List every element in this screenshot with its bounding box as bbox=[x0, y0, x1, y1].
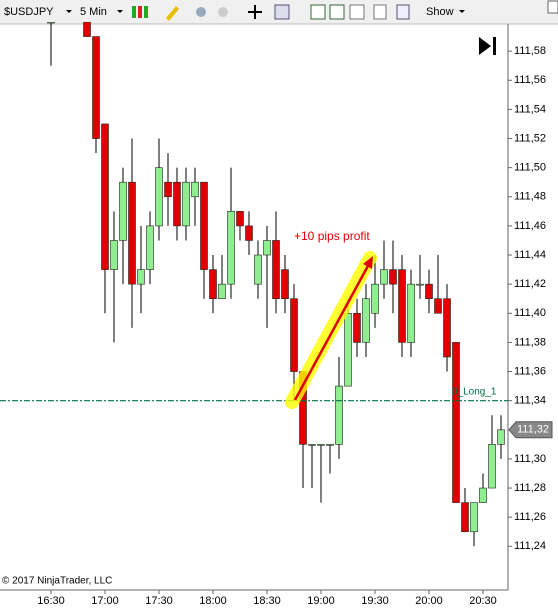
arrow-head bbox=[363, 256, 373, 269]
candle-body bbox=[245, 225, 253, 241]
candle-body bbox=[110, 240, 118, 270]
candle-body bbox=[470, 502, 478, 533]
candle-body bbox=[497, 429, 505, 445]
y-tick-label: 111,54 bbox=[514, 103, 546, 115]
candle-body bbox=[155, 167, 163, 227]
candle-body bbox=[101, 123, 109, 270]
candle-body bbox=[182, 181, 190, 227]
x-tick-label: 18:00 bbox=[199, 595, 227, 607]
y-tick-label: 111,28 bbox=[514, 482, 546, 494]
candle-body bbox=[83, 22, 91, 37]
candle-body bbox=[434, 298, 442, 314]
annotation: +10 pips profit bbox=[294, 229, 370, 243]
y-tick-label: 111,50 bbox=[514, 162, 546, 174]
candle-body bbox=[218, 283, 226, 300]
y-tick-label: 111,36 bbox=[514, 365, 546, 377]
candle-body bbox=[389, 269, 397, 285]
price-marker-label: 111,32 bbox=[517, 424, 549, 436]
candle-body bbox=[92, 36, 100, 139]
y-tick-label: 111,56 bbox=[514, 74, 546, 86]
candle-body bbox=[443, 298, 451, 358]
y-tick-label: 111,58 bbox=[514, 45, 546, 57]
candle-body bbox=[488, 444, 496, 489]
price-marker bbox=[508, 421, 553, 439]
candle-body bbox=[173, 181, 181, 227]
candle-body bbox=[461, 502, 469, 533]
x-tick-label: 20:00 bbox=[415, 595, 443, 607]
toolbar-icons[interactable] bbox=[132, 4, 410, 21]
y-tick-label: 111,26 bbox=[514, 511, 546, 523]
candle-body bbox=[146, 225, 154, 270]
candle-body bbox=[326, 444, 334, 446]
candle-body bbox=[371, 283, 379, 314]
x-tick-label: 18:30 bbox=[253, 595, 281, 607]
copyright: © 2017 NinjaTrader, LLC bbox=[2, 576, 112, 587]
candle-body bbox=[209, 269, 217, 300]
x-tick-label: 19:00 bbox=[307, 595, 335, 607]
y-tick-label: 111,34 bbox=[514, 395, 546, 407]
x-tick-label: 20:30 bbox=[469, 595, 497, 607]
dropdown-arrow bbox=[66, 10, 72, 13]
candle-body bbox=[227, 211, 235, 285]
position-label: 0_Long_1 bbox=[452, 386, 497, 397]
y-tick-label: 111,46 bbox=[514, 220, 546, 232]
dropdown-arrow bbox=[117, 10, 123, 13]
candle-body bbox=[380, 269, 388, 285]
candle-body bbox=[272, 240, 280, 300]
y-tick-label: 111,38 bbox=[514, 336, 546, 348]
x-tick-label: 17:30 bbox=[145, 595, 173, 607]
x-tick-label: 17:00 bbox=[91, 595, 119, 607]
highlight bbox=[285, 251, 377, 409]
x-tick-label: 19:30 bbox=[361, 595, 389, 607]
candle-body bbox=[362, 298, 370, 343]
candle-body bbox=[200, 181, 208, 270]
candle-body bbox=[119, 181, 127, 241]
candle-body bbox=[290, 298, 298, 372]
y-tick-label: 111,40 bbox=[514, 307, 546, 319]
y-tick-label: 111,30 bbox=[514, 453, 546, 465]
y-tick-label: 111,24 bbox=[514, 540, 546, 552]
panel-button[interactable] bbox=[547, 0, 558, 14]
candle-body bbox=[317, 444, 325, 446]
scroll-to-end-button[interactable] bbox=[479, 37, 496, 55]
candle-body bbox=[236, 211, 244, 227]
candle-body bbox=[335, 385, 343, 445]
candle-body bbox=[137, 269, 145, 285]
candle-body bbox=[398, 269, 406, 343]
y-tick-label: 111,52 bbox=[514, 132, 546, 144]
candle-body bbox=[281, 269, 289, 300]
candle-body bbox=[47, 22, 55, 24]
candle-body bbox=[407, 283, 415, 343]
candle-body bbox=[353, 312, 361, 343]
candle-body bbox=[191, 181, 199, 198]
profit-arrow bbox=[293, 263, 371, 401]
candle-body bbox=[479, 487, 487, 503]
candle-body bbox=[452, 342, 460, 503]
candle-body bbox=[128, 181, 136, 285]
overlay: +10 pips profit bbox=[285, 229, 377, 409]
interval-selector[interactable]: 5 Min bbox=[80, 6, 107, 18]
candle-body bbox=[164, 181, 172, 198]
show-menu[interactable]: Show bbox=[426, 6, 454, 18]
candle-body bbox=[425, 283, 433, 300]
dropdown-arrow bbox=[459, 10, 465, 13]
y-tick-label: 111,42 bbox=[514, 278, 546, 290]
y-tick-label: 111,48 bbox=[514, 191, 546, 203]
x-tick-label: 16:30 bbox=[37, 595, 65, 607]
plot-area: 0_Long_1 bbox=[0, 22, 508, 547]
candle-body bbox=[344, 312, 352, 387]
instrument-selector[interactable]: $USDJPY bbox=[4, 6, 54, 18]
candle-body bbox=[308, 444, 316, 446]
y-tick-label: 111,44 bbox=[514, 249, 546, 261]
candle-body bbox=[263, 240, 271, 256]
candle-body bbox=[254, 254, 262, 285]
candle-body bbox=[416, 283, 424, 286]
